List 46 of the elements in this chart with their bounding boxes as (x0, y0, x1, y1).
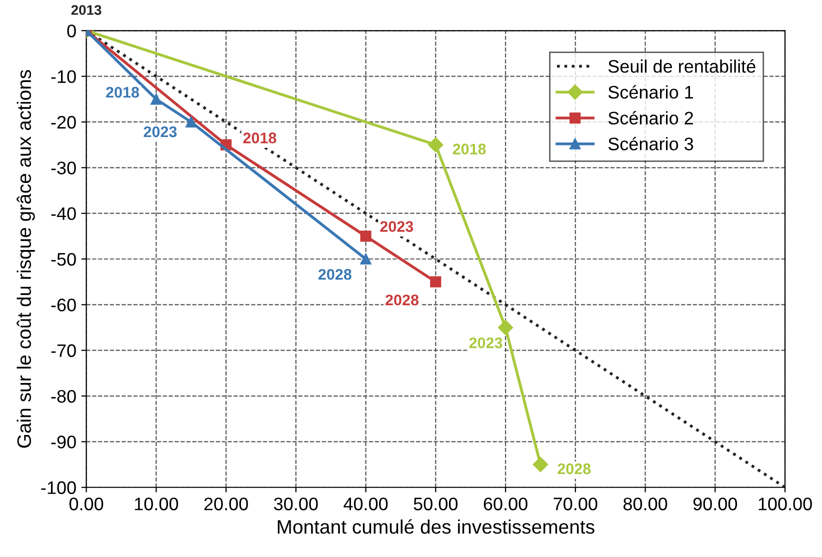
annotation: 2028 (386, 294, 419, 306)
point (498, 320, 514, 336)
x-tick-label: 60.00 (484, 498, 528, 510)
x-tick-label: 90.00 (693, 498, 738, 510)
x-tick-label: 20.00 (204, 498, 248, 510)
point (430, 276, 442, 288)
annotation: 2013 (71, 5, 102, 15)
y-tick-label: 0 (67, 24, 76, 38)
legend-label: Scénario 1 (608, 85, 694, 99)
y-tick-label: -100 (41, 481, 76, 494)
y-tick-label: -80 (51, 390, 76, 403)
x-tick-label: 30.00 (274, 498, 318, 510)
point (360, 230, 372, 242)
legend-label: Scénario 3 (608, 136, 694, 150)
point (532, 456, 548, 472)
x-tick-label: 70.00 (554, 498, 598, 510)
point (428, 137, 444, 152)
x-tick-label: 80.00 (623, 498, 668, 510)
point (150, 94, 162, 105)
y-tick-label: -60 (51, 298, 76, 312)
y-tick-label: -70 (51, 344, 76, 358)
y-axis-title: Gain sur le coût du risque grâce aux actions (16, 70, 35, 448)
annotation: 2018 (106, 86, 140, 98)
legend-label: Seuil de rentabilité (608, 59, 756, 73)
y-tick-label: -10 (51, 70, 76, 84)
y-tick-label: -30 (51, 162, 76, 174)
y-tick-label: -50 (51, 252, 76, 266)
annotation: 2023 (469, 337, 502, 348)
x-axis-title: Montant cumulé des investissements (278, 519, 594, 534)
x-tick-label: 100.00 (758, 498, 812, 510)
y-tick-label: -90 (51, 436, 76, 448)
point (186, 116, 197, 128)
annotation: 2018 (452, 144, 486, 154)
point (360, 253, 372, 265)
x-tick-label: 40.00 (344, 498, 388, 510)
y-tick-label: -40 (51, 207, 76, 220)
x-tick-label: 10.00 (134, 498, 178, 510)
annotation: 2018 (243, 132, 276, 144)
annotation: 2028 (318, 268, 352, 280)
annotation: 2023 (380, 221, 414, 232)
x-tick-label: 50.00 (414, 498, 458, 510)
y-tick-label: -20 (51, 116, 76, 129)
annotation: 2028 (558, 463, 591, 474)
x-tick-label: 0.00 (69, 498, 104, 510)
annotation: 2023 (144, 126, 177, 138)
legend-label: Scénario 2 (608, 111, 693, 125)
